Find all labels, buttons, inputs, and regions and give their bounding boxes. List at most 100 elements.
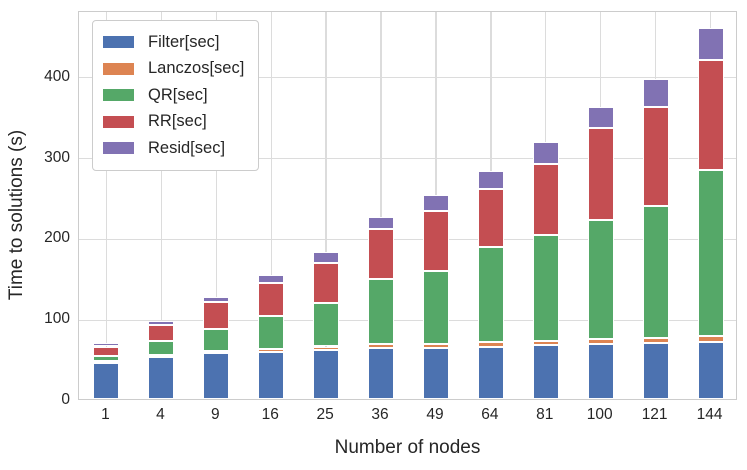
legend-label: QR[sec] — [148, 85, 208, 104]
bar-segment-lanczos-25 — [313, 346, 340, 350]
bar-segment-filter-4 — [148, 356, 175, 399]
x-tick-label: 25 — [316, 406, 334, 423]
bar-segment-lanczos-16 — [258, 348, 285, 353]
bar-segment-resid-25 — [313, 251, 340, 264]
legend-item: Lanczos[sec] — [103, 56, 244, 83]
legend: Filter[sec] Lanczos[sec] QR[sec] RR[sec] Res… — [92, 20, 260, 171]
bar-segment-rr-16 — [258, 283, 285, 316]
bar-segment-resid-121 — [642, 79, 669, 108]
bar-segment-resid-64 — [477, 171, 504, 189]
legend-swatch-icon — [103, 36, 134, 49]
x-tick-label: 121 — [641, 406, 668, 423]
bar-segment-lanczos-36 — [368, 344, 395, 349]
bar-segment-qr-100 — [587, 220, 614, 340]
legend-item: Filter[sec] — [103, 29, 244, 56]
x-tick-label: 64 — [481, 406, 499, 423]
bar-segment-lanczos-81 — [532, 340, 559, 345]
bar-segment-rr-25 — [313, 263, 340, 303]
gridline-vertical — [380, 12, 382, 399]
bar-segment-rr-36 — [368, 229, 395, 279]
bar-segment-qr-4 — [148, 340, 175, 355]
bar-segment-rr-81 — [532, 163, 559, 235]
bar-segment-qr-121 — [642, 205, 669, 339]
gridline-horizontal — [79, 319, 736, 321]
legend-label: RR[sec] — [148, 112, 207, 131]
y-tick-label: 300 — [44, 148, 70, 166]
bar-segment-rr-1 — [93, 346, 120, 357]
bar-segment-filter-121 — [642, 343, 669, 399]
x-tick-label: 36 — [371, 406, 389, 423]
bar-segment-resid-9 — [203, 297, 230, 303]
bar-segment-rr-100 — [587, 128, 614, 221]
bar-segment-qr-1 — [93, 356, 120, 362]
bar-segment-resid-4 — [148, 321, 175, 326]
bar-segment-resid-144 — [697, 28, 724, 61]
y-tick-label: 0 — [61, 391, 70, 408]
bar-segment-rr-64 — [477, 188, 504, 248]
bar-segment-qr-36 — [368, 278, 395, 345]
legend-swatch-icon — [103, 115, 134, 128]
legend-item: QR[sec] — [103, 82, 244, 109]
legend-label: Resid[sec] — [148, 138, 226, 157]
gridline-vertical — [215, 12, 217, 399]
bar-segment-lanczos-49 — [422, 344, 449, 349]
bar-segment-qr-81 — [532, 234, 559, 341]
bar-segment-rr-121 — [642, 107, 669, 206]
bar-segment-lanczos-64 — [477, 342, 504, 348]
x-tick-label: 144 — [696, 406, 723, 423]
legend-swatch-icon — [103, 142, 134, 155]
bar-segment-resid-100 — [587, 107, 614, 129]
bar-segment-rr-4 — [148, 325, 175, 341]
bar-segment-resid-81 — [532, 142, 559, 164]
legend-swatch-icon — [103, 89, 134, 102]
plot-area: Filter[sec] Lanczos[sec] QR[sec] RR[sec] Res… — [78, 11, 737, 400]
legend-item: RR[sec] — [103, 109, 244, 136]
bar-segment-filter-16 — [258, 352, 285, 399]
bar-segment-lanczos-1 — [93, 360, 120, 363]
legend-label: Lanczos[sec] — [148, 59, 245, 78]
gridline-horizontal — [79, 238, 736, 241]
bar-segment-filter-25 — [313, 349, 340, 399]
bar-segment-resid-49 — [422, 194, 449, 211]
legend-item: Resid[sec] — [103, 135, 244, 162]
bar-segment-lanczos-4 — [148, 354, 175, 357]
bar-segment-lanczos-144 — [697, 336, 724, 342]
x-tick-label: 81 — [536, 406, 554, 423]
bar-segment-qr-49 — [422, 271, 449, 345]
bar-segment-lanczos-100 — [587, 339, 614, 345]
bar-segment-rr-49 — [422, 210, 449, 272]
legend-swatch-icon — [103, 62, 134, 75]
x-tick-label: 100 — [586, 406, 613, 423]
y-tick-label: 400 — [44, 67, 70, 85]
gridline-horizontal — [79, 77, 736, 79]
y-tick-label: 200 — [44, 229, 70, 247]
gridline-vertical — [105, 12, 108, 399]
gridline-vertical — [270, 12, 272, 399]
bar-segment-resid-36 — [368, 217, 395, 230]
bar-segment-lanczos-121 — [642, 338, 669, 344]
x-axis-title: Number of nodes — [334, 437, 481, 458]
x-tick-label: 4 — [156, 406, 165, 423]
bar-segment-qr-144 — [697, 170, 724, 336]
gridline-vertical — [325, 12, 327, 399]
bar-segment-filter-1 — [93, 362, 120, 399]
bar-segment-filter-144 — [697, 341, 724, 399]
x-tick-label: 16 — [261, 406, 279, 423]
bar-segment-filter-36 — [368, 348, 395, 399]
bar-segment-qr-9 — [203, 328, 230, 351]
x-tick-label: 9 — [210, 406, 220, 423]
bar-segment-filter-49 — [422, 348, 449, 399]
gridline-vertical — [160, 12, 163, 399]
x-tick-label: 49 — [426, 406, 444, 423]
y-tick-label: 100 — [44, 310, 70, 328]
bar-segment-resid-1 — [93, 343, 120, 347]
bar-segment-filter-9 — [203, 352, 230, 399]
gridline-horizontal — [79, 157, 736, 160]
x-tick-label: 1 — [101, 406, 110, 423]
bar-segment-qr-16 — [258, 315, 285, 349]
legend-label: Filter[sec] — [148, 32, 220, 51]
bar-segment-filter-64 — [477, 347, 504, 399]
bar-segment-qr-25 — [313, 302, 340, 347]
bar-segment-filter-100 — [587, 344, 614, 399]
